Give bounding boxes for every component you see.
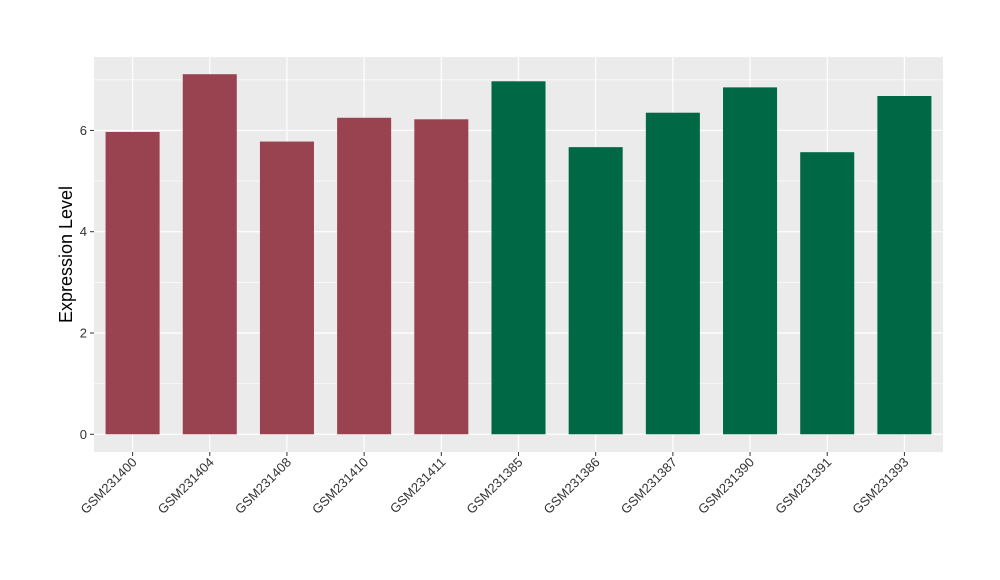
bar-GSM231391	[800, 152, 855, 435]
bars	[105, 74, 932, 435]
bar-GSM231408	[259, 141, 314, 435]
y-axis: 0 2 4 6	[80, 123, 94, 442]
y-tick-label: 0	[80, 427, 87, 442]
bar-GSM231393	[877, 95, 932, 435]
bar-GSM231390	[723, 87, 778, 435]
bar-GSM231404	[182, 74, 237, 435]
bar-GSM231400	[105, 131, 160, 435]
y-tick-label: 2	[80, 325, 87, 340]
y-tick-label: 4	[80, 224, 87, 239]
bar-GSM231387	[645, 112, 700, 435]
bar-GSM231385	[491, 81, 546, 435]
bar-GSM231411	[414, 119, 469, 435]
bar-GSM231386	[568, 147, 623, 435]
y-axis-title: Expression Level	[56, 186, 76, 323]
bar-GSM231410	[337, 117, 392, 435]
y-tick-label: 6	[80, 123, 87, 138]
